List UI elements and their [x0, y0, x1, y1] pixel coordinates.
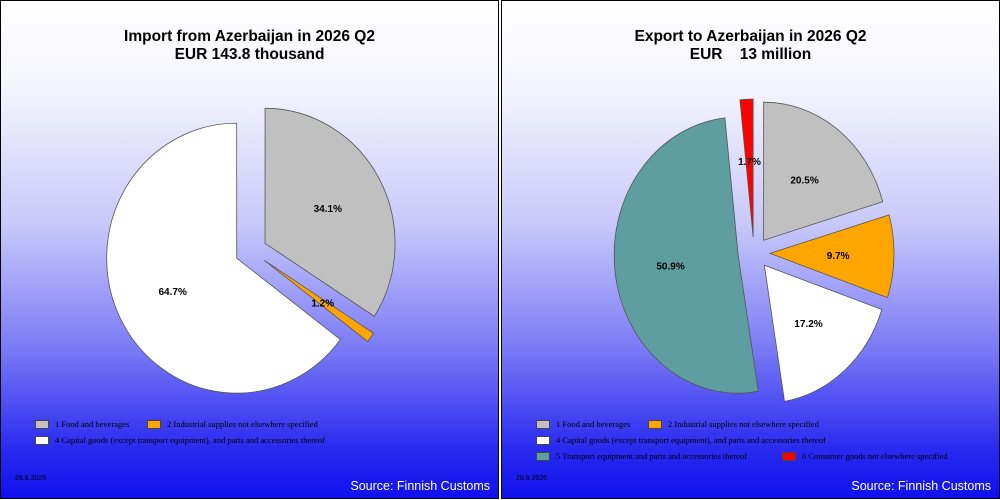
legend-item: 4 Capital goods (except transport equipm… [536, 434, 826, 446]
slice-data-label: 1.2% [311, 299, 334, 310]
date-stamp: 28.8.2026 [516, 475, 548, 482]
legend-swatch [35, 435, 49, 445]
chart-subtitle: EUR 13 million [689, 46, 812, 63]
slice-data-label: 20.5% [790, 176, 818, 187]
import-chart-panel: Import from Azerbaijan in 2026 Q2 EUR 14… [0, 0, 499, 499]
legend-label: 6 Consumer goods not elsewhere specified [802, 451, 948, 461]
legend-item: 2 Industrial supplies not elsewhere spec… [147, 418, 318, 430]
pie-slice [264, 107, 396, 317]
legend-swatch [35, 419, 49, 429]
legend-label: 2 Industrial supplies not elsewhere spec… [167, 419, 318, 429]
slice-data-label: 17.2% [794, 319, 822, 330]
slice-data-label: 34.1% [314, 204, 342, 215]
export-pie-chart: 20.5% 9.7% 17.2% 50.9% 1.7% [613, 98, 895, 402]
legend-item: 1 Food and beverages [35, 418, 129, 430]
pie-slice [106, 122, 341, 394]
legend-item: 5 Transport equipment and parts and acce… [536, 450, 747, 462]
slice-data-label: 50.9% [656, 261, 684, 272]
pie-slice [763, 264, 883, 402]
slice-data-label: 64.7% [158, 287, 186, 298]
source-note: Source: Finnish Customs [350, 479, 490, 493]
legend-label: 4 Capital goods (except transport equipm… [55, 435, 325, 445]
date-stamp: 28.8.2026 [15, 475, 47, 482]
import-pie-chart: 34.1% 1.2% 64.7% [106, 107, 396, 394]
legend-label: 2 Industrial supplies not elsewhere spec… [668, 419, 819, 429]
chart-title: Import from Azerbaijan in 2026 Q2 [124, 28, 375, 45]
pie-slice [263, 259, 374, 343]
legend-item: 6 Consumer goods not elsewhere specified [782, 450, 948, 462]
legend-swatch [536, 451, 550, 461]
legend-label: 4 Capital goods (except transport equipm… [556, 435, 826, 445]
slice-data-label: 1.7% [738, 157, 761, 168]
pie-slice [768, 214, 895, 299]
legend-swatch [536, 419, 550, 429]
legend-item: 1 Food and beverages [536, 418, 630, 430]
chart-title: Export to Azerbaijan in 2026 Q2 [634, 28, 867, 45]
legend-item: 2 Industrial supplies not elsewhere spec… [648, 418, 819, 430]
pie-slice [763, 101, 884, 241]
pie-slice [739, 98, 754, 238]
pie-slice [613, 117, 759, 394]
export-chart-panel: Export to Azerbaijan in 2026 Q2 EUR 13 m… [501, 0, 1000, 499]
legend-swatch [536, 435, 550, 445]
legend-swatch [648, 419, 662, 429]
legend-label: 1 Food and beverages [556, 419, 631, 429]
legend-label: 5 Transport equipment and parts and acce… [556, 451, 747, 461]
slice-data-label: 9.7% [827, 251, 850, 262]
legend-swatch [782, 451, 796, 461]
chart-subtitle: EUR 143.8 thousand [174, 46, 325, 63]
legend-swatch [147, 419, 161, 429]
source-note: Source: Finnish Customs [851, 479, 991, 493]
legend-label: 1 Food and beverages [55, 419, 130, 429]
legend-item: 4 Capital goods (except transport equipm… [35, 434, 325, 446]
